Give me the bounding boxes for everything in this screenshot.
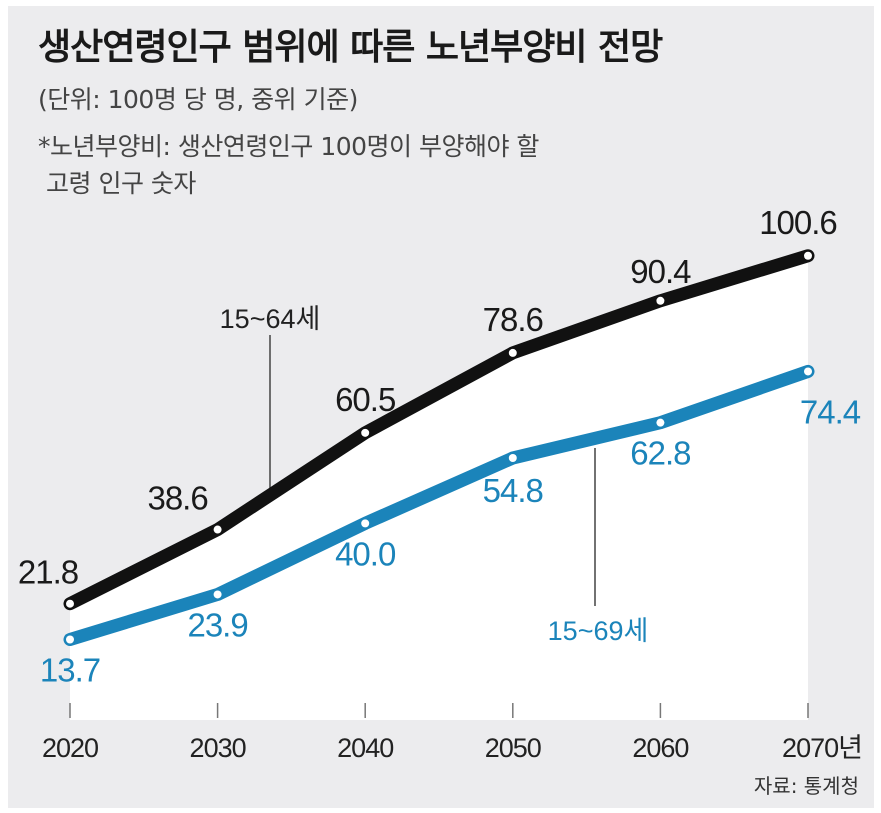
data-label: 74.4 bbox=[800, 393, 861, 430]
data-label: 23.9 bbox=[187, 606, 247, 643]
data-point bbox=[508, 454, 517, 463]
data-label: 90.4 bbox=[630, 253, 691, 290]
data-label: 100.6 bbox=[759, 204, 837, 241]
data-label: 13.7 bbox=[40, 652, 100, 689]
data-point bbox=[656, 418, 665, 427]
data-point bbox=[213, 525, 222, 534]
x-tick-label: 2070년 bbox=[782, 733, 862, 763]
chart-note: *노년부양비: 생산연령인구 100명이 부양해야 할 고령 인구 숫자 bbox=[38, 128, 539, 202]
data-label: 78.6 bbox=[483, 301, 543, 338]
chart-title: 생산연령인구 범위에 따른 노년부양비 전망 bbox=[38, 27, 663, 68]
data-label: 62.8 bbox=[630, 435, 690, 472]
chart-subtitle: (단위: 100명 당 명, 중위 기준) bbox=[38, 85, 358, 114]
data-point bbox=[361, 428, 370, 437]
data-point bbox=[66, 599, 74, 608]
series-name-label: 15~64세 bbox=[220, 304, 321, 334]
data-label: 54.8 bbox=[483, 472, 543, 509]
data-point bbox=[804, 367, 812, 376]
x-tick-label: 2030 bbox=[190, 733, 246, 763]
series-name-label: 15~69세 bbox=[548, 616, 649, 646]
data-point bbox=[361, 519, 370, 528]
note-line-2: 고령 인구 숫자 bbox=[46, 169, 196, 198]
note-line-1: *노년부양비: 생산연령인구 100명이 부양해야 할 bbox=[38, 132, 539, 161]
data-point bbox=[66, 635, 74, 644]
data-point bbox=[213, 590, 222, 599]
x-tick-label: 2040 bbox=[337, 733, 393, 763]
data-label: 38.6 bbox=[147, 480, 207, 517]
x-tick-label: 2020 bbox=[42, 733, 98, 763]
x-tick-label: 2060 bbox=[632, 733, 688, 763]
source-label: 자료: 통계청 bbox=[753, 774, 859, 798]
data-point bbox=[804, 251, 812, 260]
data-label: 60.5 bbox=[335, 381, 395, 418]
data-label: 21.8 bbox=[18, 554, 78, 591]
data-label: 40.0 bbox=[335, 535, 396, 572]
x-tick-label: 2050 bbox=[485, 733, 541, 763]
series-line bbox=[63, 249, 815, 611]
data-point bbox=[508, 348, 517, 357]
data-point bbox=[656, 296, 665, 305]
series-line bbox=[63, 364, 815, 647]
